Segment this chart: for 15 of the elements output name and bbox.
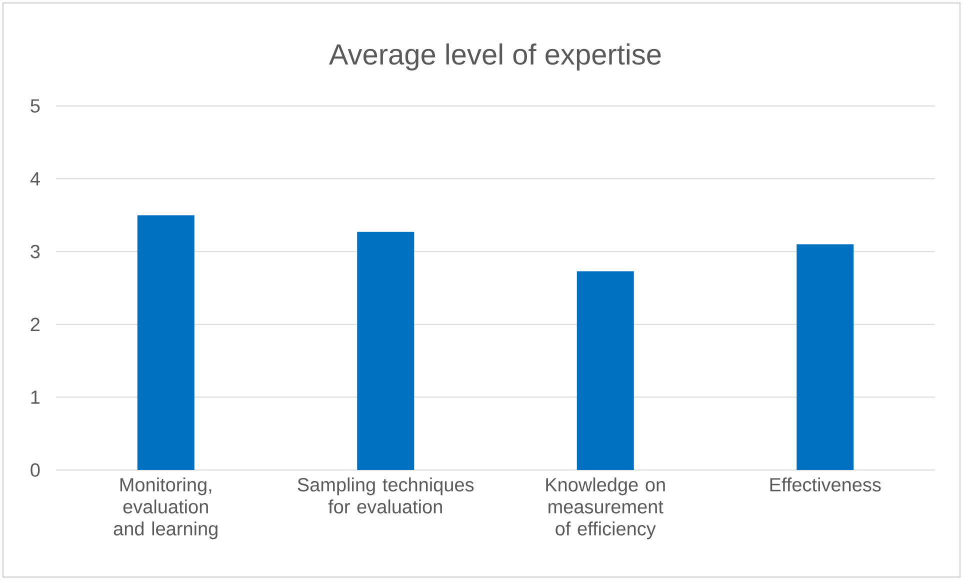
y-tick-label: 5: [30, 99, 40, 113]
chart-title: Average level of expertise: [328, 43, 661, 70]
y-tick-label: 2: [30, 318, 40, 332]
bar: [576, 271, 634, 470]
x-tick-label: Sampling techniques for evaluation: [298, 478, 474, 514]
y-tick-label: 4: [30, 172, 40, 186]
bar: [137, 215, 194, 470]
y-tick-label: 3: [30, 244, 40, 258]
y-tick-label: 0: [30, 463, 40, 477]
x-tick-label: Effectiveness: [770, 478, 881, 492]
y-tick-label: 1: [31, 390, 40, 404]
bar: [796, 244, 854, 470]
bar: [357, 232, 414, 470]
x-tick-label: Monitoring, evaluation and learning: [114, 478, 218, 540]
x-tick-label: Knowledge on measurement of efficiency: [546, 478, 665, 540]
